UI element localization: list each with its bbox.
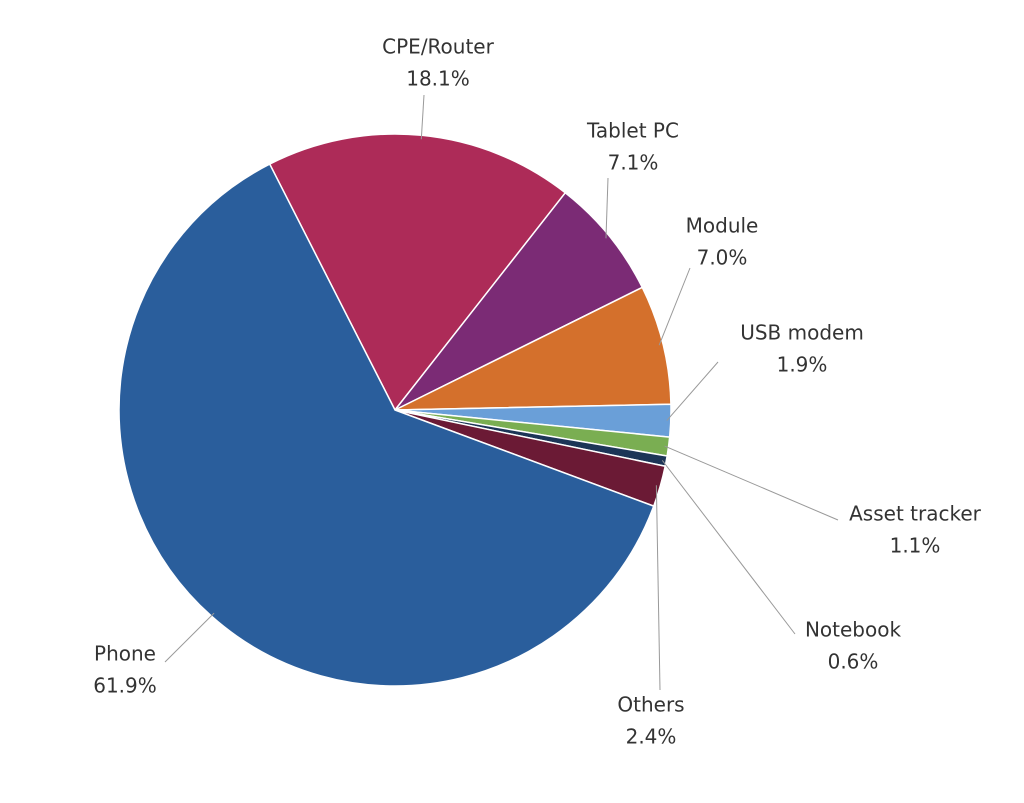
leader-line [655, 485, 661, 691]
slice-label: CPE/Router [382, 35, 494, 59]
leader-line [164, 612, 215, 663]
slice-value-label: 0.6% [828, 650, 879, 674]
slice-label: USB modem [740, 321, 864, 345]
slice-label: Tablet PC [586, 119, 679, 143]
slice-value-label: 18.1% [406, 67, 470, 91]
slice-label: Notebook [805, 618, 902, 642]
leader-line [666, 361, 719, 421]
slice-value-label: 7.1% [608, 151, 659, 175]
leader-line [661, 460, 796, 635]
slice-label: Others [617, 693, 684, 717]
slice-value-label: 61.9% [93, 674, 157, 698]
leader-line [420, 94, 425, 140]
slice-value-label: 1.1% [890, 534, 941, 558]
slice-value-label: 2.4% [626, 725, 677, 749]
slice-value-label: 1.9% [777, 353, 828, 377]
slice-label: Module [686, 214, 759, 238]
slice-label: Phone [94, 642, 156, 666]
slice-label: Asset tracker [849, 502, 982, 526]
pie-slice [394, 286, 672, 411]
leader-line [664, 445, 839, 521]
leader-line [658, 267, 691, 346]
slice-value-label: 7.0% [697, 246, 748, 270]
pie-slice [394, 191, 644, 411]
leader-line [605, 177, 609, 239]
